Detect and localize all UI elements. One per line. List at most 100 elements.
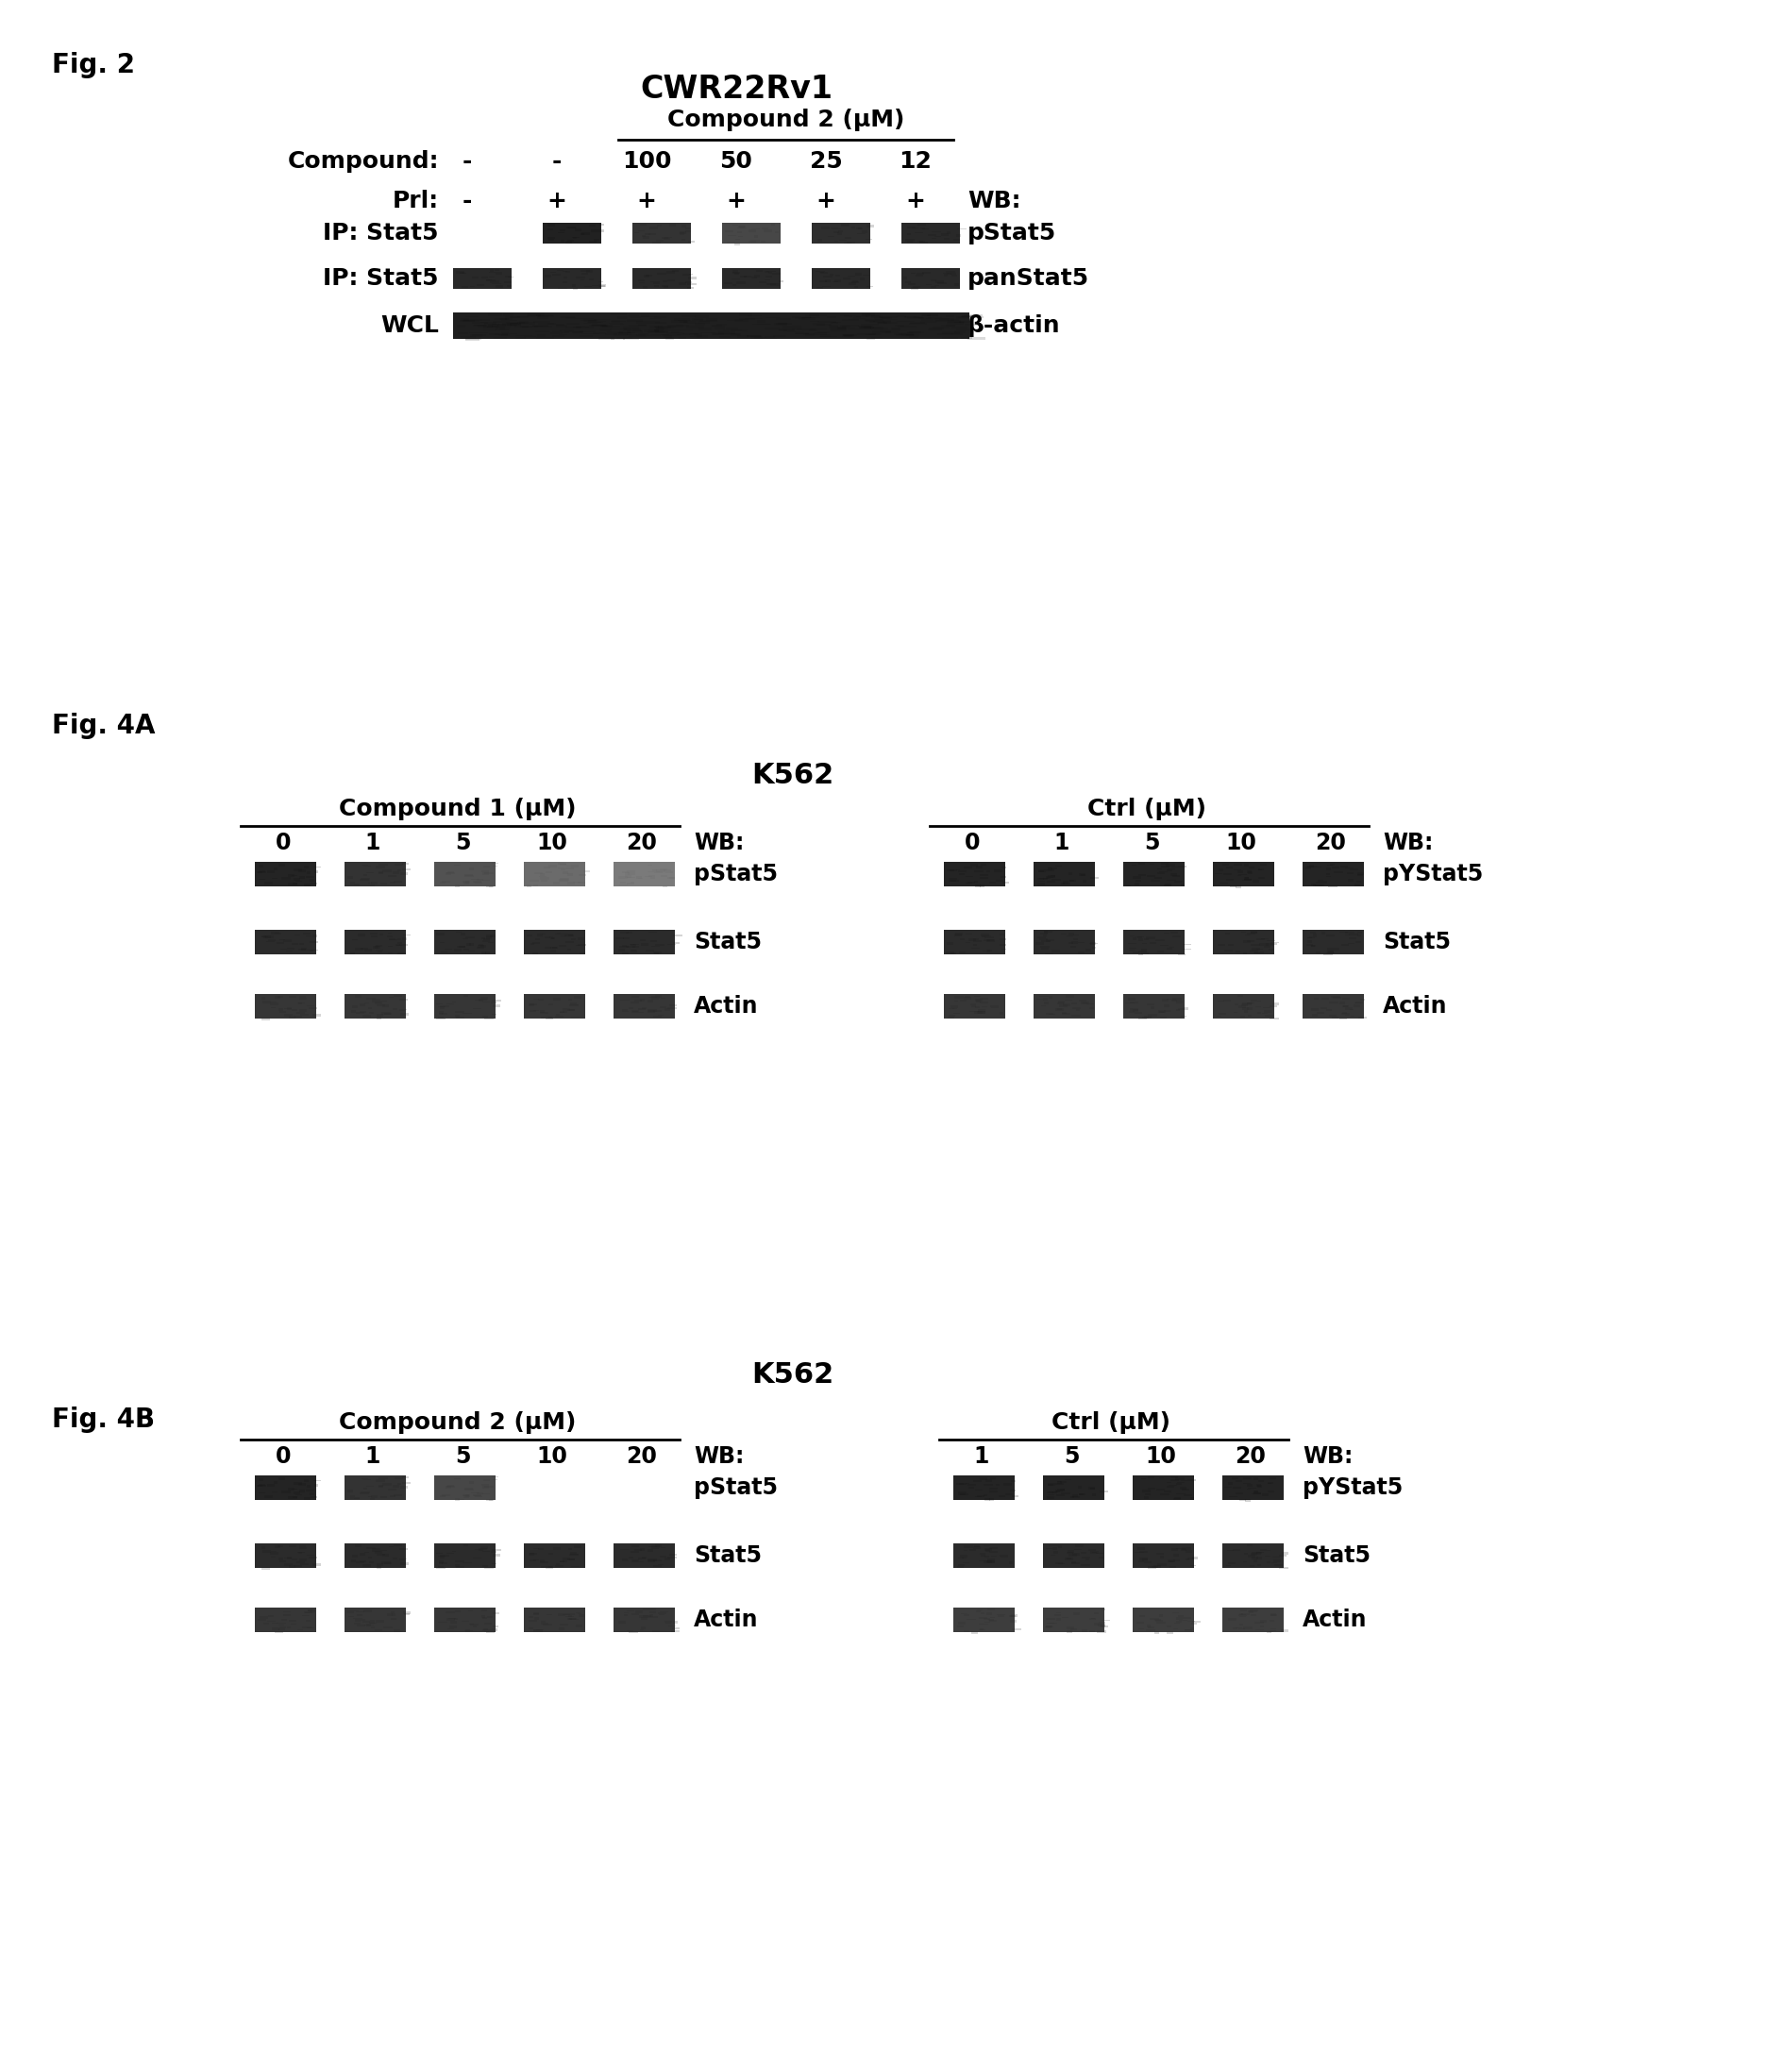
Bar [360,1554,366,1556]
Bar [1138,1548,1145,1550]
Bar [1177,1007,1184,1009]
Bar [950,879,959,883]
Bar [558,1614,565,1616]
Bar [298,876,305,879]
Bar [483,872,489,874]
Text: IP: Stat5: IP: Stat5 [323,267,439,290]
Bar [1072,1494,1077,1498]
Bar [654,286,658,288]
Bar [1145,937,1154,939]
Bar [1068,1554,1077,1556]
Bar [622,1009,628,1011]
Bar [613,930,674,955]
Bar [369,1560,374,1562]
Bar [455,1498,460,1500]
Bar [647,1558,656,1560]
Bar [644,276,649,278]
Bar [308,1492,314,1496]
Bar [583,319,597,321]
Bar [1143,1496,1148,1498]
Bar [836,327,845,329]
Bar [1246,941,1253,943]
Bar [355,949,364,951]
Bar [1246,1007,1252,1011]
Bar [867,226,874,228]
Text: Actin: Actin [694,995,758,1017]
Bar [1093,1622,1098,1624]
Bar [1047,868,1052,870]
Bar [647,1011,654,1013]
Bar [276,941,283,943]
Text: -: - [551,149,562,172]
Bar [433,862,496,887]
Bar [501,332,508,334]
Bar [259,870,266,872]
Bar [1075,1544,1082,1548]
Bar [1043,1475,1104,1500]
Text: 5: 5 [455,1444,471,1467]
Bar [982,939,990,941]
Bar [1132,1475,1193,1500]
Bar [722,267,781,288]
Bar [1348,934,1357,937]
Bar [654,327,669,332]
Bar [831,329,847,332]
Bar [478,325,492,327]
Bar [460,271,464,274]
Bar [649,874,654,876]
Bar [1054,1614,1061,1616]
Bar [1243,876,1248,881]
Bar [1189,1498,1193,1500]
Bar [259,1477,262,1481]
Text: IP: Stat5: IP: Stat5 [323,222,439,244]
Bar [535,336,555,340]
Bar [387,1612,392,1616]
Bar [594,238,599,240]
Bar [1159,1494,1168,1496]
Bar [1187,1479,1195,1481]
Bar [870,315,883,317]
Bar [1072,941,1077,945]
Bar [344,862,407,887]
Bar [681,224,686,228]
Bar [579,951,585,955]
Bar [1266,943,1273,945]
Bar [654,870,663,872]
Bar [945,951,954,955]
Bar [303,1498,310,1500]
Text: 20: 20 [626,831,656,854]
Bar [440,1007,444,1009]
Bar [1132,876,1141,879]
Bar [449,1620,456,1622]
Bar [1056,1009,1063,1011]
Bar [613,334,628,336]
Bar [979,885,984,887]
Bar [439,1560,444,1562]
Bar [262,1546,266,1550]
Text: Ctrl (μM): Ctrl (μM) [1052,1411,1170,1434]
Bar [1164,864,1175,866]
Bar [697,336,708,338]
Bar [909,336,918,338]
Bar [665,338,674,340]
Bar [795,332,808,334]
Bar [490,1550,496,1552]
Bar [626,332,642,334]
Bar [631,327,640,332]
Bar [1080,1631,1088,1633]
Bar [446,1486,451,1488]
Bar [483,1486,489,1488]
Bar [661,334,681,336]
Bar [294,1481,301,1484]
Bar [678,282,686,286]
Bar [731,284,736,286]
Bar [392,1007,396,1009]
Bar [949,879,957,881]
Bar [715,327,726,329]
Bar [487,323,499,325]
Bar [1043,999,1047,1001]
Bar [667,325,683,327]
Bar [692,319,703,321]
Bar [292,1492,300,1494]
Bar [1171,934,1180,939]
